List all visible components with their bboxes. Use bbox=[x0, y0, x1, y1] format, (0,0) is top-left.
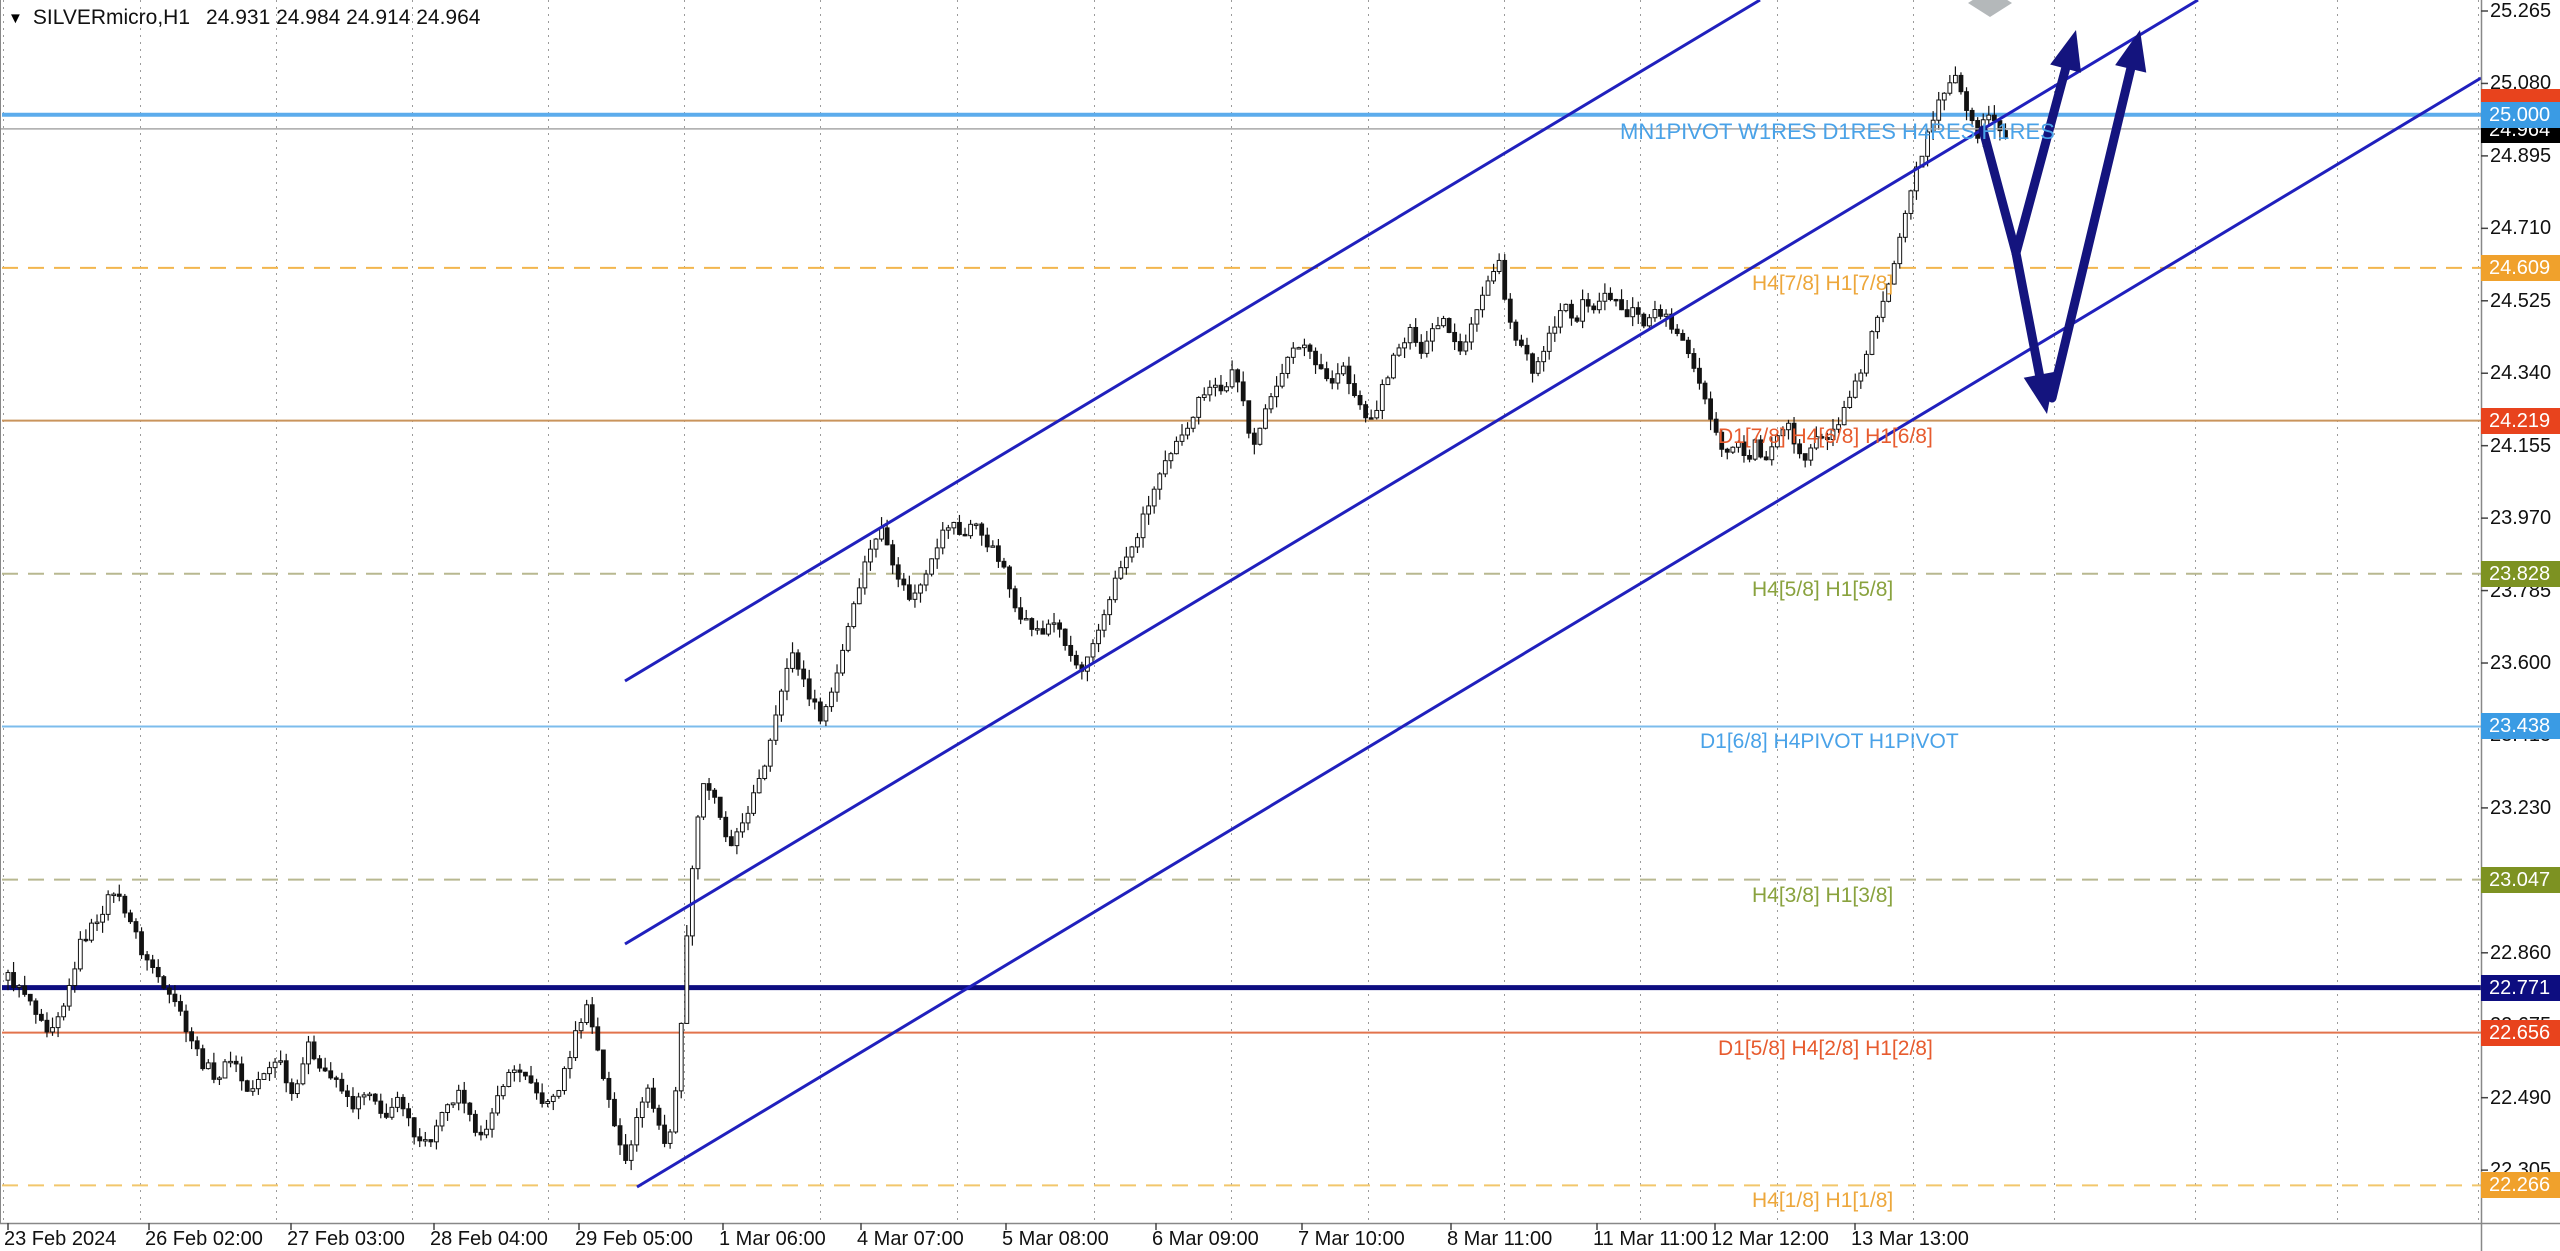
level-badge-22.266: 22.266 bbox=[2481, 1172, 2560, 1199]
price-tick-label: 24.525 bbox=[2490, 289, 2552, 312]
time-tick-label: 26 Feb 02:00 bbox=[145, 1228, 263, 1250]
time-tick-label: 1 Mar 06:00 bbox=[719, 1228, 826, 1250]
time-tick-label: 12 Mar 12:00 bbox=[1711, 1228, 1829, 1250]
gray-diamond-marker[interactable] bbox=[1968, 0, 2012, 17]
grid-lines bbox=[3, 0, 2479, 1223]
price-tick-label: 24.340 bbox=[2490, 362, 2552, 385]
time-tick-label: 4 Mar 07:00 bbox=[857, 1228, 964, 1250]
time-tick-label: 27 Feb 03:00 bbox=[287, 1228, 405, 1250]
price-tick-label: 24.895 bbox=[2490, 144, 2552, 167]
time-tick-label: 29 Feb 05:00 bbox=[575, 1228, 693, 1250]
level-badge-24.609: 24.609 bbox=[2481, 254, 2560, 281]
time-tick-label: 7 Mar 10:00 bbox=[1298, 1228, 1405, 1250]
time-tick-label: 13 Mar 13:00 bbox=[1851, 1228, 1969, 1250]
level-badge-25.000: 25.000 bbox=[2481, 101, 2560, 128]
ohlc-quote: 24.931 24.984 24.914 24.964 bbox=[206, 6, 481, 29]
time-tick-label: 28 Feb 04:00 bbox=[430, 1228, 548, 1250]
price-tick-label: 24.155 bbox=[2490, 434, 2552, 457]
level-badge-22.656: 22.656 bbox=[2481, 1019, 2560, 1046]
level-badge-22.771: 22.771 bbox=[2481, 974, 2560, 1001]
price-tick-label: 24.710 bbox=[2490, 217, 2552, 240]
level-badge-23.438: 23.438 bbox=[2481, 713, 2560, 740]
time-tick-label: 5 Mar 08:00 bbox=[1002, 1228, 1109, 1250]
price-tick-label: 23.600 bbox=[2490, 652, 2552, 674]
pivot-level-lines[interactable] bbox=[2, 112, 2481, 1187]
time-tick-label: 11 Mar 11:00 bbox=[1593, 1228, 1708, 1250]
price-tick-label: 23.970 bbox=[2490, 507, 2552, 530]
symbol-dropdown-icon[interactable]: ▼ bbox=[8, 9, 23, 27]
level-badge-23.047: 23.047 bbox=[2481, 866, 2560, 893]
symbol-period-label: SILVERmicro,H1 bbox=[32, 6, 191, 29]
level-badge-24.219: 24.219 bbox=[2481, 407, 2560, 434]
time-tick-label: 23 Feb 2024 bbox=[4, 1228, 117, 1250]
price-tick-label: 22.490 bbox=[2490, 1086, 2552, 1109]
trend-channel-lines[interactable] bbox=[624, 0, 2482, 1189]
level-badge-23.828: 23.828 bbox=[2481, 560, 2560, 587]
forecast-arrows[interactable] bbox=[1978, 30, 2147, 414]
symbol-title-bar: ▼ SILVERmicro,H1 24.931 24.984 24.914 24… bbox=[8, 6, 480, 30]
price-tick-label: 23.230 bbox=[2490, 796, 2552, 819]
time-tick-label: 8 Mar 11:00 bbox=[1447, 1228, 1553, 1250]
candles bbox=[5, 66, 2008, 1171]
price-tick-label: 25.265 bbox=[2490, 0, 2552, 22]
time-tick-label: 6 Mar 09:00 bbox=[1152, 1228, 1259, 1250]
price-tick-label: 22.860 bbox=[2490, 941, 2552, 964]
